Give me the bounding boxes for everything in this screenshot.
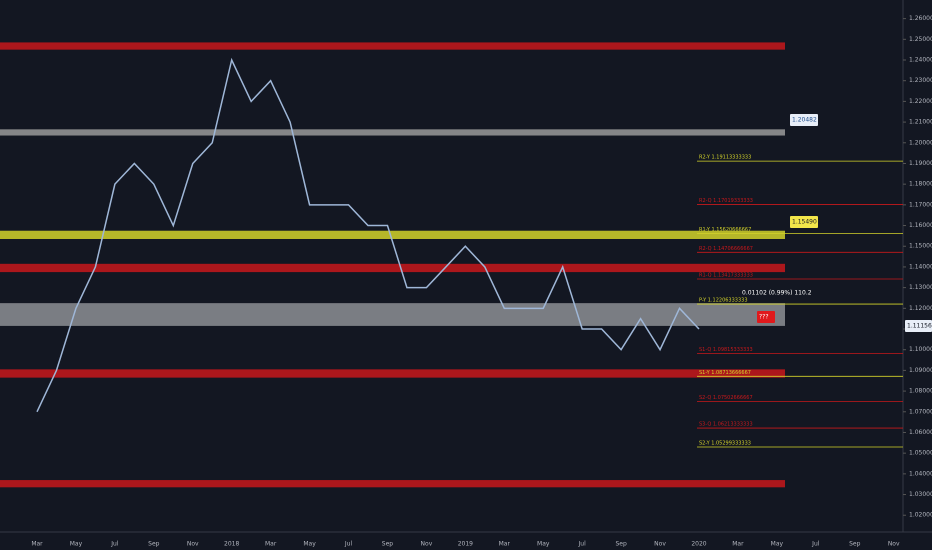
- x-tick-label: Sep: [849, 541, 861, 548]
- y-tick-label: 1.26000: [909, 15, 932, 22]
- y-tick-label: 1.02000: [909, 512, 932, 519]
- level-label: S1-Q 1.09815333333: [699, 347, 753, 353]
- x-tick-label: May: [771, 541, 784, 548]
- level-label: R2-Q 1.17019333333: [699, 198, 753, 204]
- y-tick-label: 1.20000: [909, 139, 932, 146]
- level-label: R2-Q 1.14706666667: [699, 246, 753, 252]
- y-tick-label: 1.07000: [909, 408, 932, 415]
- level-label: P-Y 1.12206333333: [699, 298, 748, 304]
- level-label: S2-Y 1.05299333333: [699, 440, 751, 446]
- y-tick-label: 1.10000: [909, 346, 932, 353]
- annotation: 1.15490: [792, 219, 817, 226]
- y-tick-label: 1.25000: [909, 36, 932, 43]
- y-tick-label: 1.05000: [909, 450, 932, 457]
- x-tick-label: Mar: [499, 541, 511, 548]
- y-tick-label: 1.17000: [909, 201, 932, 208]
- y-tick-label: 1.13000: [909, 284, 932, 291]
- y-tick-label: 1.06000: [909, 429, 932, 436]
- y-tick-label: 1.12000: [909, 305, 932, 312]
- price-line: [36, 57, 700, 413]
- x-tick-label: Jul: [811, 541, 820, 548]
- annotation: 0.01102 (0.99%) 110.2: [742, 290, 812, 297]
- x-tick-label: Mar: [31, 541, 43, 548]
- annotation-box: [790, 216, 818, 228]
- x-tick-label: Nov: [654, 541, 666, 548]
- y-tick-label: 1.09000: [909, 367, 932, 374]
- zone: [0, 263, 785, 273]
- x-tick-label: Jul: [578, 541, 587, 548]
- x-tick-label: May: [70, 541, 83, 548]
- x-tick-label: Sep: [382, 541, 394, 548]
- y-tick-label: 1.22000: [909, 98, 932, 105]
- zone: [0, 369, 785, 378]
- x-tick-label: 2020: [691, 541, 706, 548]
- x-tick-label: Jul: [344, 541, 353, 548]
- y-tick-label: 1.03000: [909, 491, 932, 498]
- y-tick-label: 1.19000: [909, 160, 932, 167]
- zone: [0, 480, 785, 488]
- y-tick-label: 1.21000: [909, 119, 932, 126]
- x-tick-label: Mar: [732, 541, 744, 548]
- level-label: R2-Y 1.19113333333: [699, 155, 751, 161]
- x-tick-label: Mar: [265, 541, 277, 548]
- x-tick-label: May: [303, 541, 316, 548]
- annotation-box: [790, 114, 818, 126]
- x-tick-label: Jul: [110, 541, 119, 548]
- x-tick-label: Nov: [187, 541, 199, 548]
- zone: [0, 42, 785, 50]
- y-tick-label: 1.16000: [909, 222, 932, 229]
- level-label: S2-Q 1.07502666667: [699, 395, 753, 401]
- level-label: S3-Q 1.06213333333: [699, 422, 753, 428]
- x-tick-label: Sep: [615, 541, 627, 548]
- zone: [0, 129, 785, 136]
- y-tick-label: 1.04000: [909, 470, 932, 477]
- level-label: R1-Q 1.13417333333: [699, 272, 753, 278]
- y-tick-label: 1.08000: [909, 388, 932, 395]
- annotation: 1.20482: [792, 117, 817, 124]
- annotation-box: [905, 320, 932, 332]
- level-label: S1-Y 1.08713666667: [699, 370, 751, 376]
- x-tick-label: 2018: [224, 541, 239, 548]
- level-label: R1-Y 1.15620666667: [699, 227, 751, 233]
- zone: [0, 303, 785, 326]
- x-tick-label: Nov: [421, 541, 433, 548]
- x-tick-label: Sep: [148, 541, 160, 548]
- annotation: 1.11156: [907, 323, 932, 330]
- y-tick-label: 1.15000: [909, 243, 932, 250]
- zone: [0, 230, 785, 239]
- x-tick-label: May: [537, 541, 550, 548]
- y-tick-label: 1.23000: [909, 77, 932, 84]
- y-tick-label: 1.24000: [909, 57, 932, 64]
- x-tick-label: Nov: [888, 541, 900, 548]
- y-tick-label: 1.18000: [909, 181, 932, 188]
- annotation-box: [757, 311, 775, 323]
- annotation: ???: [759, 314, 769, 321]
- y-tick-label: 1.14000: [909, 263, 932, 270]
- x-tick-label: 2019: [458, 541, 473, 548]
